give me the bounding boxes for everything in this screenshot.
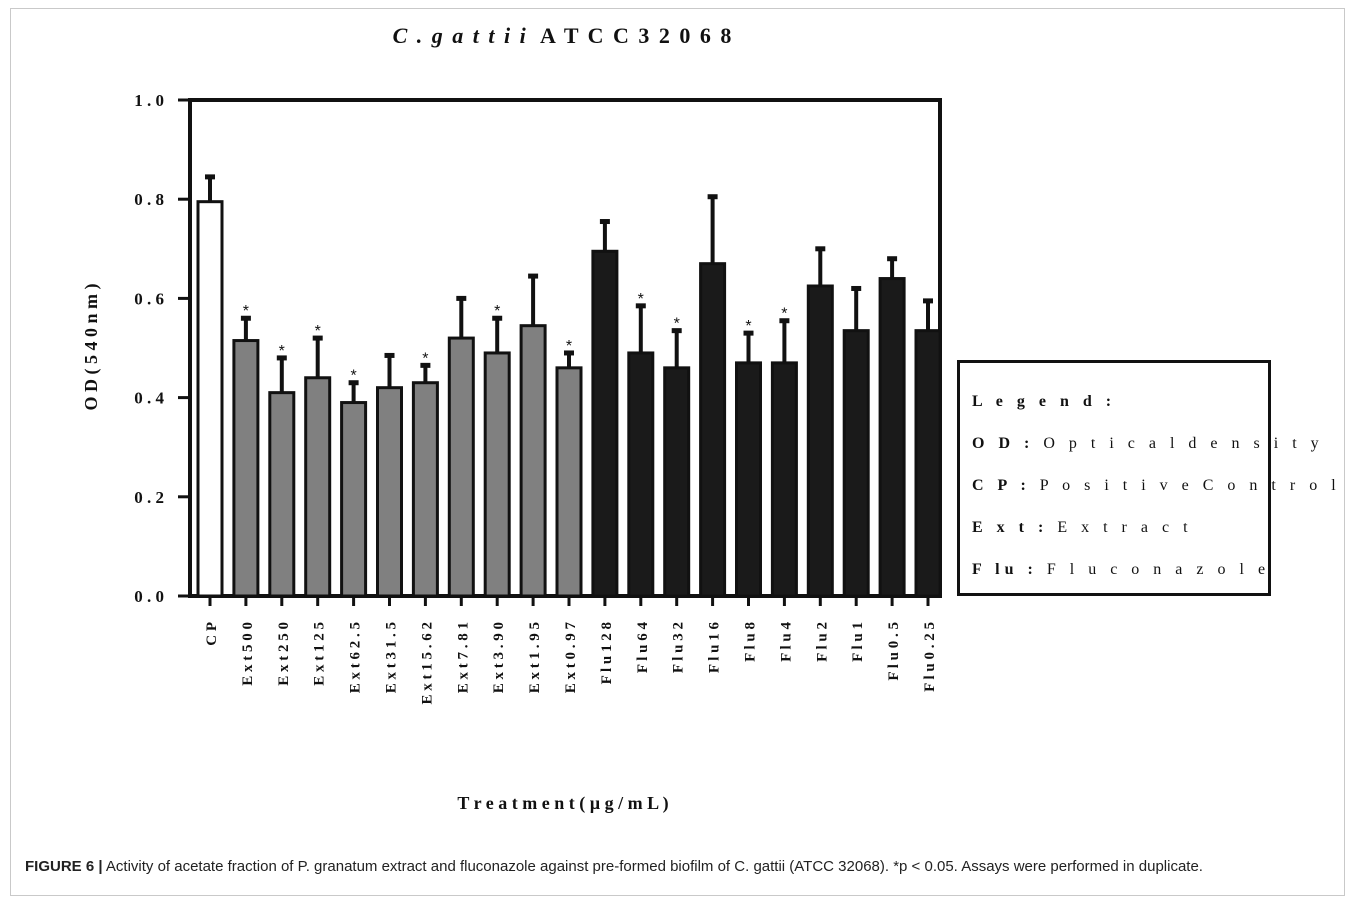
x-tick-label: F l u 2: [814, 622, 830, 662]
significance-star: *: [674, 316, 680, 333]
chart-title-rest: A T C C 3 2 0 6 8: [540, 23, 733, 48]
bar: [519, 324, 547, 598]
y-tick-label: 0 . 8: [134, 190, 164, 209]
significance-star: *: [350, 368, 356, 385]
x-tick-label: F l u 3 2: [671, 622, 687, 673]
x-tick-label: E x t 1 5 . 6 2: [419, 622, 435, 705]
plot-area: 0 . 0 0 . 2 0 . 4 0 . 6 0 . 8 1 . 0 C P * E x t …: [134, 91, 942, 705]
y-axis-label: O D ( 5 4 0 n m ): [81, 284, 102, 411]
y-tick-label: 1 . 0: [134, 91, 164, 110]
x-tick-label: E x t 7 . 8 1: [455, 622, 471, 693]
significance-star: *: [781, 306, 787, 323]
caption-label: FIGURE 6 |: [25, 858, 103, 875]
significance-star: *: [566, 338, 572, 355]
x-tick-label: E x t 5 0 0: [240, 622, 256, 686]
significance-star: *: [638, 291, 644, 308]
legend-text: O p t i c a l d e n s i t y: [1043, 435, 1324, 452]
bar: [591, 249, 619, 598]
bar: [806, 284, 834, 598]
legend-title: L e g e n d :: [972, 393, 1117, 410]
significance-star: *: [279, 343, 285, 360]
y-tick-label: 0 . 0: [134, 587, 164, 606]
bar: [483, 351, 511, 598]
x-tick-label: F l u 0 . 2 5: [922, 622, 938, 692]
bar: [447, 336, 475, 598]
y-tick-label: 0 . 6: [134, 289, 164, 308]
bar: [411, 381, 439, 598]
x-tick-label: F l u 4: [778, 622, 794, 662]
x-tick-label: F l u 0 . 5: [886, 622, 902, 681]
caption-text: Activity of acetate fraction of P. grana…: [105, 858, 1203, 875]
bar: [196, 200, 224, 598]
legend-box: L e g e n d : O D : O p t i c a l d e n …: [957, 360, 1336, 596]
legend-item-ext: E x t : E x t r a c t: [972, 519, 1193, 537]
x-tick-label: E x t 6 2 . 5: [348, 622, 364, 693]
x-tick-label: F l u 8: [743, 622, 759, 662]
bar: [842, 329, 870, 598]
x-tick-label: C P: [204, 622, 220, 646]
legend-text: F l u c o n a z o l e: [1046, 561, 1271, 578]
bar: [878, 277, 906, 598]
y-tick-label: 0 . 2: [134, 488, 164, 507]
x-tick-label: E x t 1 2 5: [312, 622, 328, 686]
significance-star: *: [422, 350, 428, 367]
bar: [735, 361, 762, 598]
bar: [914, 329, 942, 598]
significance-star: *: [494, 303, 500, 320]
bar: [627, 351, 655, 598]
x-tick-label: F l u 1: [850, 622, 866, 662]
legend-key: E x t :: [972, 519, 1049, 536]
bar: [304, 376, 332, 598]
bar: [340, 401, 368, 598]
x-tick-label: E x t 0 . 9 7: [563, 622, 579, 694]
bar: [555, 366, 583, 598]
legend-key: C P :: [972, 477, 1031, 494]
y-tick-label: 0 . 4: [134, 389, 164, 408]
chart-title: C . g a t t i i A T C C 3 2 0 6 8: [393, 23, 734, 48]
legend-item-od: O D : O p t i c a l d e n s i t y: [972, 435, 1324, 453]
legend-key: O D :: [972, 435, 1035, 452]
x-tick-label: E x t 1 . 9 5: [527, 622, 543, 693]
bar: [663, 366, 691, 598]
significance-star: *: [243, 303, 249, 320]
legend-text: E x t r a c t: [1057, 519, 1193, 536]
x-tick-label: F l u 1 2 8: [599, 622, 615, 684]
bar: [232, 339, 260, 598]
bar: [376, 386, 403, 598]
x-axis-label: T r e a t m e n t ( µ g / m L ): [457, 793, 668, 814]
bar: [699, 262, 727, 598]
x-tick-label: E x t 2 5 0: [276, 622, 292, 686]
significance-star: *: [315, 323, 321, 340]
x-tick-label: E x t 3 . 9 0: [491, 622, 507, 693]
x-tick-label: F l u 6 4: [635, 622, 651, 674]
x-tick-label: E x t 3 1 . 5: [384, 622, 400, 693]
bar: [268, 391, 296, 598]
significance-star: *: [745, 318, 751, 335]
figure-caption: FIGURE 6 | Activity of acetate fraction …: [25, 856, 1305, 878]
legend-item-cp: C P : P o s i t i v e C o n t r o l: [972, 477, 1341, 495]
legend-item-flu: F lu : F l u c o n a z o l e: [972, 561, 1270, 579]
legend-key: F lu :: [972, 561, 1038, 578]
chart-title-italic: C . g a t t i i: [393, 23, 528, 48]
bar: [770, 361, 798, 598]
legend-text: P o s i t i v e C o n t r o l: [1039, 477, 1341, 494]
x-tick-label: F l u 1 6: [707, 622, 723, 674]
